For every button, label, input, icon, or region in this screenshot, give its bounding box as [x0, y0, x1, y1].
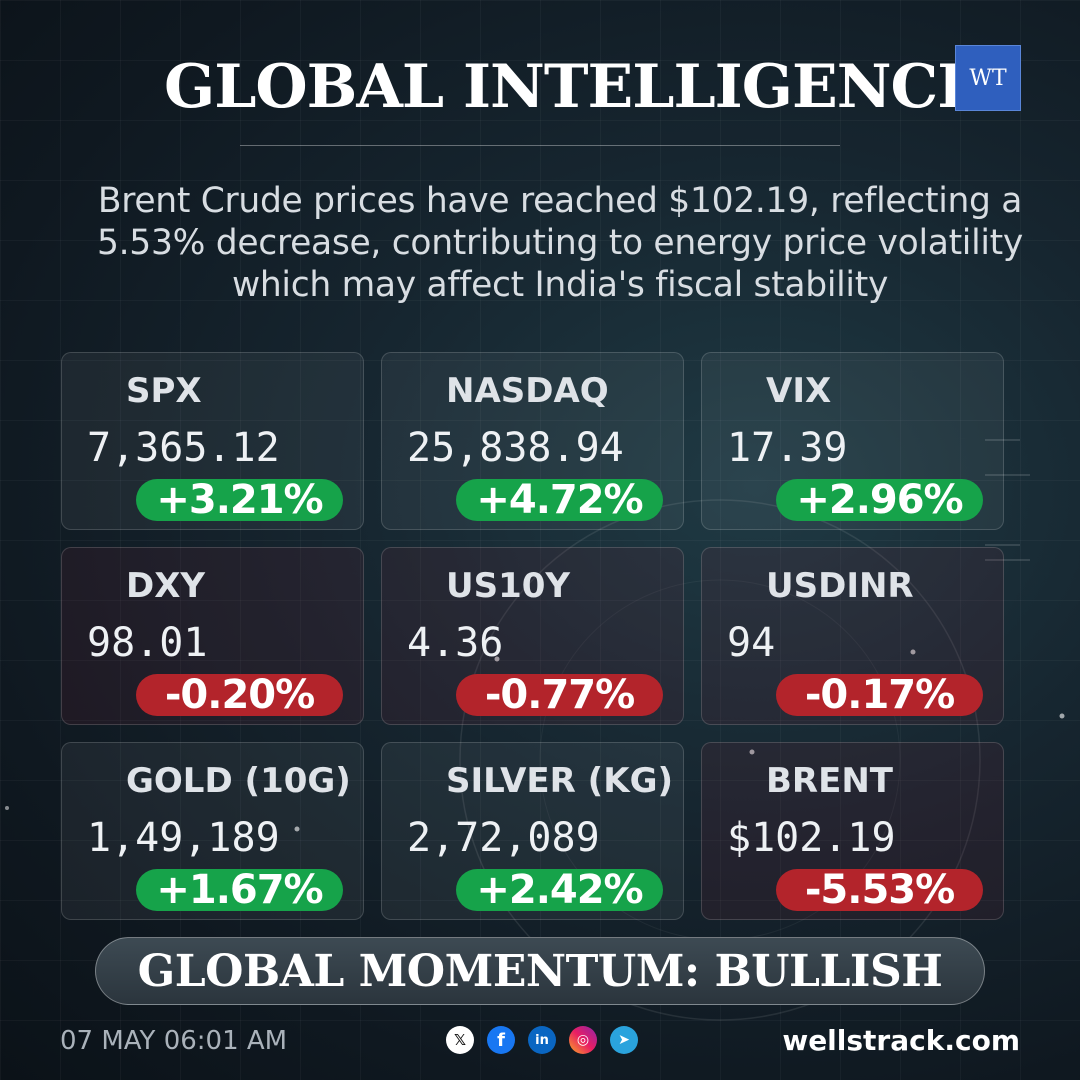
- card-label: SILVER (KG): [446, 761, 674, 801]
- x-icon[interactable]: 𝕏: [446, 1026, 474, 1054]
- market-card: VIX 17.39 +2.96%: [701, 352, 1004, 530]
- timestamp: 07 MAY 06:01 AM: [60, 1026, 288, 1056]
- change-badge: +4.72%: [456, 477, 663, 523]
- change-badge: +3.21%: [136, 477, 343, 523]
- card-label: USDINR: [766, 566, 914, 606]
- card-value: 94: [727, 620, 776, 666]
- website-link[interactable]: wellstrack.com: [782, 1024, 1020, 1057]
- change-badge: -5.53%: [776, 867, 983, 913]
- card-value: 7,365.12: [87, 425, 280, 471]
- card-value: 4.36: [407, 620, 504, 666]
- headline-text: Brent Crude prices have reached $102.19,…: [96, 181, 1024, 305]
- card-label: VIX: [766, 371, 832, 411]
- card-value: $102.19: [727, 815, 896, 861]
- social-links: 𝕏 f in ◎ ➤: [446, 1026, 638, 1054]
- page-title: GLOBAL INTELLIGENCE: [163, 52, 983, 122]
- wellstrack-logo[interactable]: WT: [955, 45, 1021, 111]
- card-label: DXY: [126, 566, 206, 606]
- card-label: GOLD (10G): [126, 761, 351, 801]
- change-badge: -0.77%: [456, 672, 663, 718]
- facebook-icon[interactable]: f: [487, 1026, 515, 1054]
- market-card: SPX 7,365.12 +3.21%: [61, 352, 364, 530]
- market-card: USDINR 94 -0.17%: [701, 547, 1004, 725]
- card-value: 25,838.94: [407, 425, 624, 471]
- change-badge: +1.67%: [136, 867, 343, 913]
- card-value: 2,72,089: [407, 815, 600, 861]
- card-label: BRENT: [766, 761, 893, 801]
- change-badge: -0.20%: [136, 672, 343, 718]
- telegram-icon[interactable]: ➤: [610, 1026, 638, 1054]
- card-value: 98.01: [87, 620, 208, 666]
- market-card: NASDAQ 25,838.94 +4.72%: [381, 352, 684, 530]
- momentum-banner: GLOBAL MOMENTUM: BULLISH: [95, 937, 985, 1005]
- market-card: US10Y 4.36 -0.77%: [381, 547, 684, 725]
- card-label: US10Y: [446, 566, 571, 606]
- change-badge: -0.17%: [776, 672, 983, 718]
- market-card: BRENT $102.19 -5.53%: [701, 742, 1004, 920]
- change-badge: +2.96%: [776, 477, 983, 523]
- market-card: DXY 98.01 -0.20%: [61, 547, 364, 725]
- card-label: SPX: [126, 371, 202, 411]
- instagram-icon[interactable]: ◎: [569, 1026, 597, 1054]
- market-card: GOLD (10G) 1,49,189 +1.67%: [61, 742, 364, 920]
- title-divider: [240, 145, 840, 146]
- card-value: 1,49,189: [87, 815, 280, 861]
- market-card: SILVER (KG) 2,72,089 +2.42%: [381, 742, 684, 920]
- linkedin-icon[interactable]: in: [528, 1026, 556, 1054]
- change-badge: +2.42%: [456, 867, 663, 913]
- card-value: 17.39: [727, 425, 848, 471]
- card-label: NASDAQ: [446, 371, 609, 411]
